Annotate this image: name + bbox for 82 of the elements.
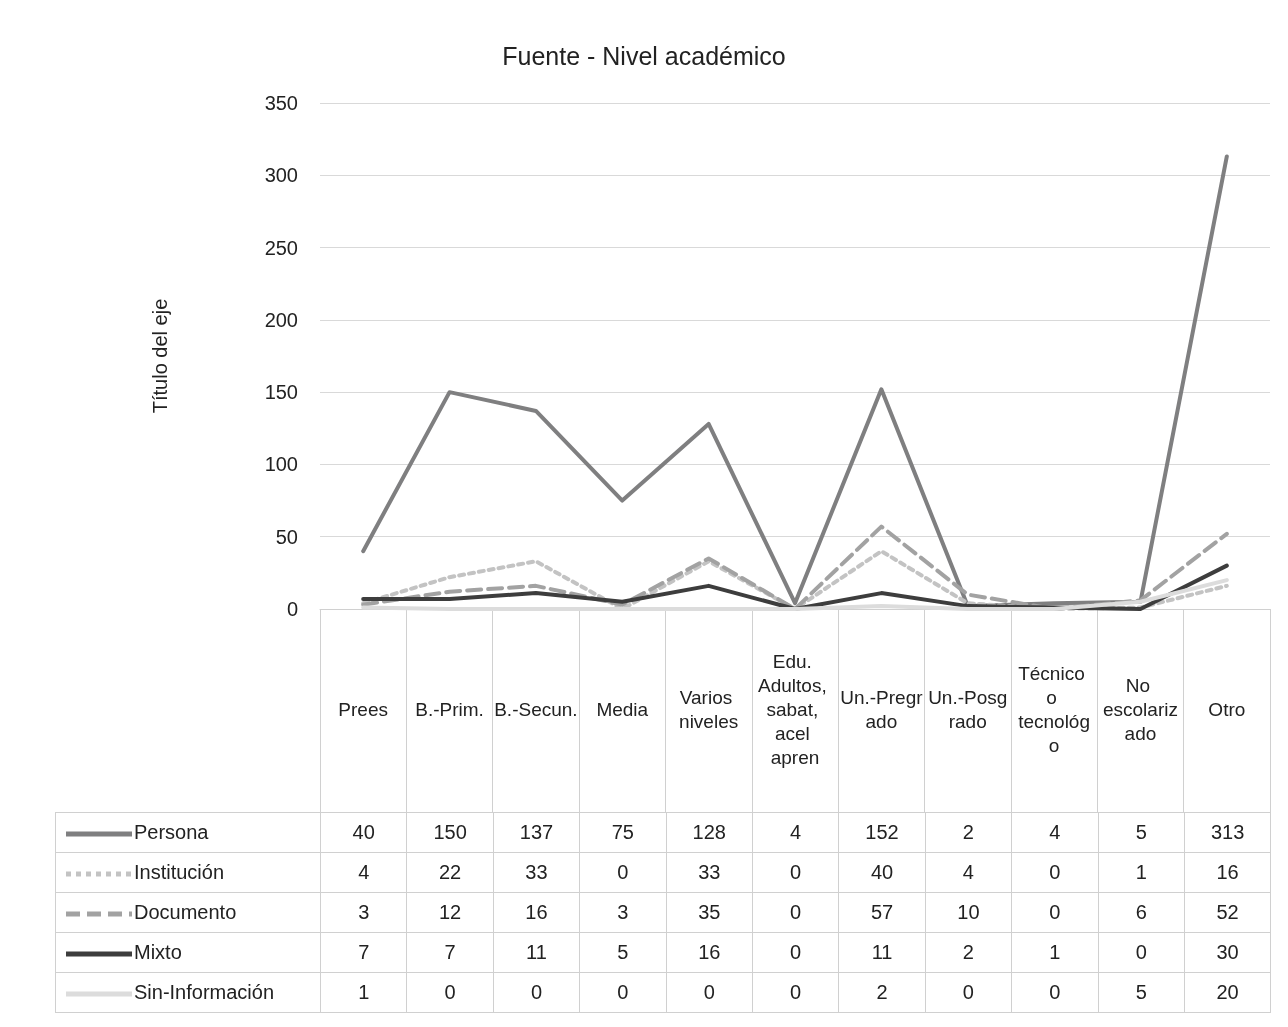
legend-label: Sin-Información <box>134 981 275 1003</box>
data-label: 150 <box>406 812 494 853</box>
data-label: 0 <box>752 972 839 1013</box>
data-label: 20 <box>1184 972 1271 1013</box>
data-label: 33 <box>493 852 580 893</box>
data-label: 0 <box>493 972 580 1013</box>
data-label: 0 <box>666 972 753 1013</box>
data-label: 7 <box>320 932 407 973</box>
x-tick-label: Un.-Pregrado <box>840 686 924 732</box>
data-label: 152 <box>838 812 926 853</box>
data-label: 11 <box>838 932 926 973</box>
legend-label: Persona <box>134 821 209 843</box>
data-label: 0 <box>406 972 494 1013</box>
y-tick-label: 250 <box>264 236 298 259</box>
x-tick-label: Prees <box>338 698 388 720</box>
data-label: 2 <box>838 972 926 1013</box>
data-label: 0 <box>1011 892 1099 933</box>
data-label: 0 <box>752 932 839 973</box>
x-tick-label: B.-Secun. <box>494 698 578 720</box>
data-label: 16 <box>1184 852 1271 893</box>
data-label: 75 <box>579 812 667 853</box>
x-tick-label: No escolarizado <box>1102 674 1178 744</box>
data-label: 40 <box>838 852 926 893</box>
chart-title: Fuente - Nivel académico <box>502 41 786 70</box>
data-label: 11 <box>493 932 580 973</box>
data-label: 35 <box>666 892 753 933</box>
data-label: 3 <box>320 892 407 933</box>
line-series <box>361 549 1229 611</box>
x-tick-label: Edu. Adultos, sabat, acel apren <box>758 650 832 768</box>
x-tick-label: Técnico o tecnológo <box>1018 662 1091 756</box>
data-label: 2 <box>925 812 1012 853</box>
data-label: 2 <box>925 932 1012 973</box>
data-label: 5 <box>1098 812 1185 853</box>
data-label: 57 <box>838 892 926 933</box>
y-tick-label: 50 <box>275 525 298 548</box>
data-label: 137 <box>493 812 580 853</box>
data-label: 22 <box>406 852 494 893</box>
data-label: 1 <box>320 972 407 1013</box>
y-tick-label: 350 <box>264 92 298 114</box>
data-label: 7 <box>406 932 494 973</box>
data-label: 10 <box>925 892 1012 933</box>
data-label: 6 <box>1098 892 1185 933</box>
data-label: 4 <box>1011 812 1099 853</box>
y-tick-label: 100 <box>264 453 298 476</box>
legend-label: Documento <box>134 901 237 923</box>
x-tick-label: B.-Prim. <box>415 698 484 720</box>
data-label: 0 <box>752 892 839 933</box>
legend-label: Mixto <box>134 941 182 963</box>
data-label: 0 <box>579 972 667 1013</box>
data-label: 0 <box>925 972 1012 1013</box>
x-tick-label: Un.-Posgrado <box>928 686 1008 732</box>
data-label: 0 <box>1011 972 1099 1013</box>
data-label: 3 <box>579 892 667 933</box>
data-label: 5 <box>579 932 667 973</box>
data-label: 40 <box>320 812 407 853</box>
x-tick-label: Varios niveles <box>679 686 739 732</box>
data-label: 5 <box>1098 972 1185 1013</box>
data-label: 12 <box>406 892 494 933</box>
y-tick-label: 200 <box>264 308 298 331</box>
data-label: 128 <box>666 812 753 853</box>
data-label: 16 <box>493 892 580 933</box>
data-label: 1 <box>1011 932 1099 973</box>
y-tick-label: 0 <box>286 598 298 620</box>
data-label: 4 <box>320 852 407 893</box>
data-label: 0 <box>1011 852 1099 893</box>
data-label: 30 <box>1184 932 1271 973</box>
data-label: 0 <box>579 852 667 893</box>
y-tick-label: 300 <box>264 164 298 187</box>
x-tick-label: Otro <box>1208 698 1246 720</box>
y-axis-title: Título del eje <box>149 298 171 414</box>
data-label: 33 <box>666 852 753 893</box>
y-tick-label: 150 <box>264 381 298 404</box>
x-tick-label: Media <box>596 698 649 720</box>
legend-label: Institución <box>134 861 225 883</box>
data-label: 1 <box>1098 852 1185 893</box>
data-label: 16 <box>666 932 753 973</box>
data-label: 52 <box>1184 892 1271 933</box>
data-label: 0 <box>752 852 839 893</box>
data-label: 313 <box>1184 812 1271 853</box>
data-label: 4 <box>925 852 1012 893</box>
data-label: 0 <box>1098 932 1185 973</box>
data-label: 4 <box>752 812 839 853</box>
